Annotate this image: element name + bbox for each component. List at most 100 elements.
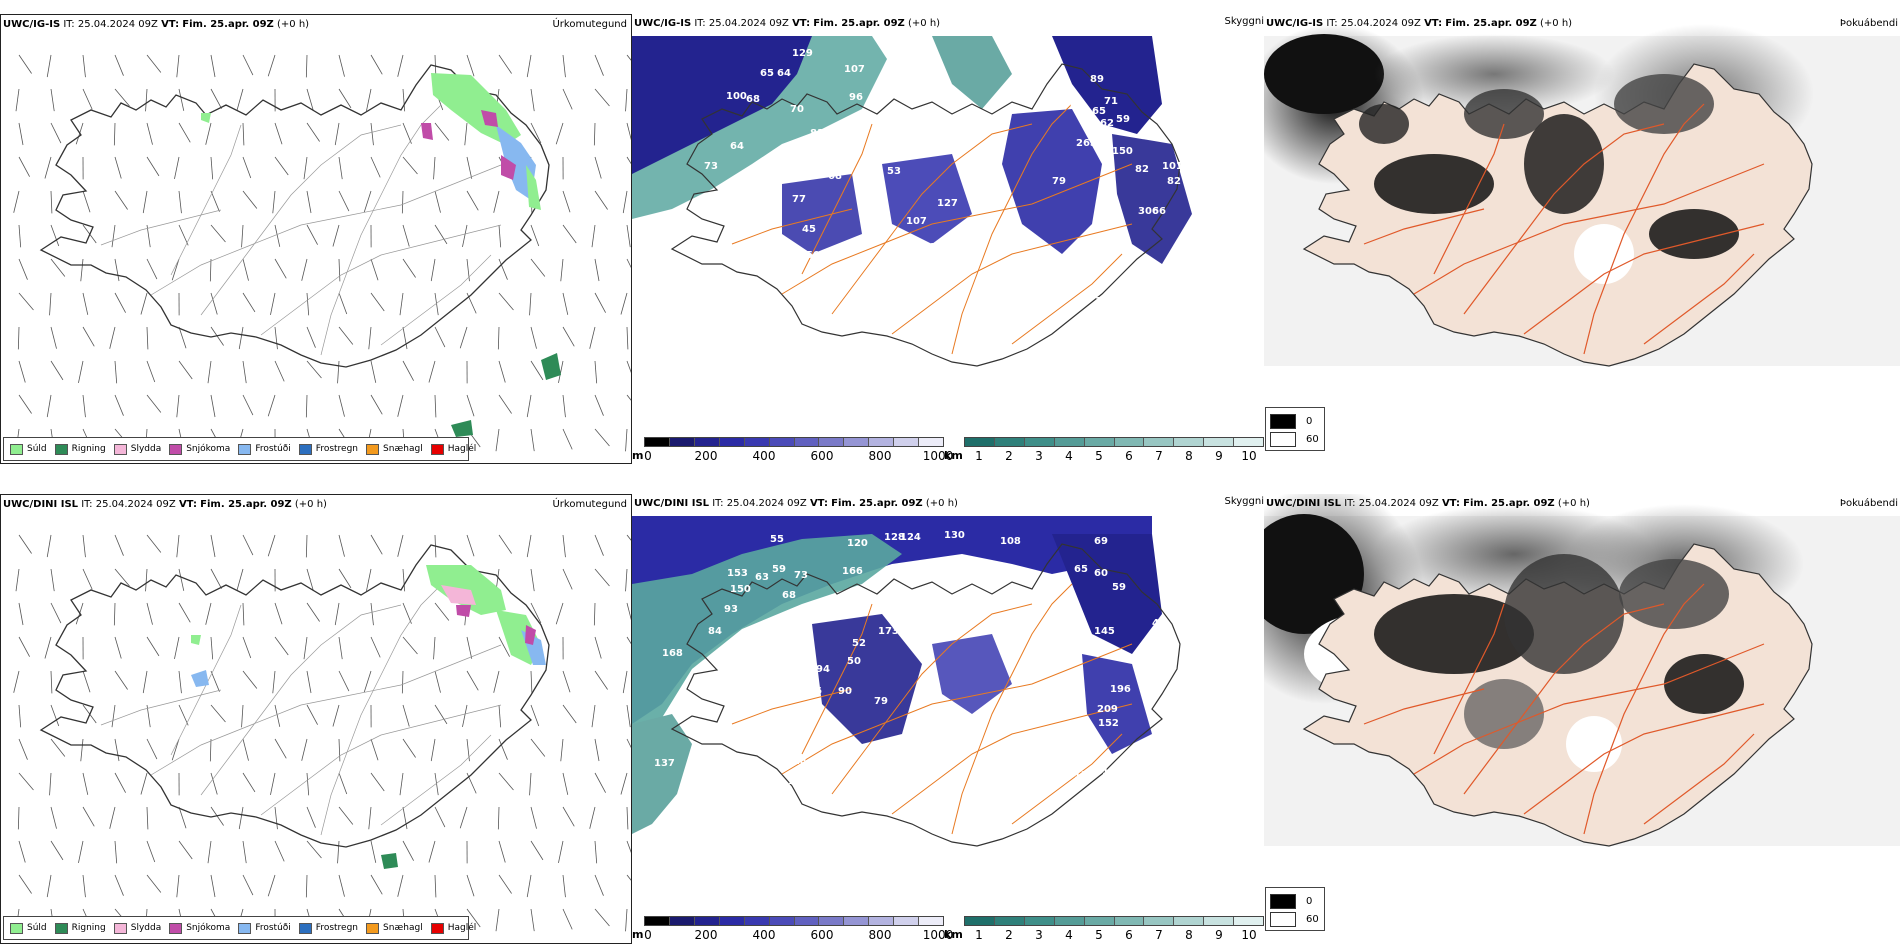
wind-barb [171, 738, 180, 761]
wind-barb [495, 428, 500, 452]
road [951, 103, 1073, 355]
wind-barb [178, 190, 182, 214]
wind-barb [80, 258, 84, 282]
wind-barb [626, 122, 631, 145]
colorbar-tick: 4 [1065, 449, 1073, 463]
wind-barb [306, 602, 320, 622]
wind-barb [370, 360, 377, 383]
visibility-unit: km [944, 449, 963, 462]
ceiling-label: 70 [790, 104, 804, 115]
wind-barb [337, 840, 340, 864]
wind-barb [562, 806, 575, 827]
colorbar-cell [719, 438, 745, 446]
wind-barb [370, 772, 385, 792]
colorbar-cell [694, 438, 720, 446]
wind-barb [306, 292, 310, 316]
wind-barb [306, 670, 312, 694]
wind-barb [493, 190, 500, 213]
wind-barb [626, 156, 631, 177]
wind-barb [242, 602, 245, 626]
ceiling-label: 127 [937, 198, 958, 209]
visibility-field-name-top: Skyggni [1224, 16, 1264, 27]
wind-barb [625, 568, 628, 592]
wind-barb [242, 360, 247, 384]
wind-barb [338, 190, 350, 212]
wind-barb [466, 156, 473, 179]
ceiling-label: 42 [1152, 618, 1166, 629]
legend-swatch [54, 922, 68, 934]
wind-barb [594, 772, 606, 793]
legend-swatch [238, 922, 252, 934]
wind-barb [338, 670, 350, 692]
wind-barb [146, 54, 162, 73]
legend-item: Rigning [54, 443, 106, 455]
wind-barb [50, 88, 55, 112]
ceiling-label: 94 [816, 664, 830, 675]
ceiling-label: 270 [1148, 676, 1169, 687]
wind-barb [82, 534, 86, 558]
wind-barb [530, 326, 537, 349]
wind-barb [146, 806, 149, 830]
wind-barb [434, 772, 439, 796]
wind-barb [50, 840, 64, 861]
wind-barb [399, 772, 404, 796]
wind-barb [622, 670, 628, 694]
ceiling-label: 81 [810, 128, 824, 139]
wind-barb [80, 738, 84, 762]
legend-item: Haglél [430, 922, 476, 934]
precip-areas-top [201, 73, 561, 437]
wind-barb [146, 122, 153, 145]
wind-barb [530, 738, 546, 757]
colorbar-cell [965, 917, 995, 925]
colorbar-tick: 5 [1095, 449, 1103, 463]
wind-barb [205, 602, 212, 625]
legend-swatch [113, 443, 127, 455]
colorbar-cell [994, 917, 1025, 925]
wind-barb [236, 568, 244, 591]
wind-barb [109, 806, 116, 829]
wind-barb [305, 534, 308, 558]
wind-barb [402, 224, 410, 247]
road [731, 688, 853, 725]
wind-barb [50, 224, 60, 247]
road [1011, 733, 1123, 825]
wind-barb [242, 636, 252, 659]
wind-barb [242, 772, 256, 793]
wind-barb [498, 394, 512, 414]
wind-barb [44, 636, 52, 659]
wind-barb [242, 190, 258, 209]
wind-barb [626, 840, 631, 863]
precip-field-name-top: Úrkomutegund [552, 19, 627, 30]
colorbar-cell [719, 917, 745, 925]
precip-panel-bottom: UWC/DINI ISL IT: 25.04.2024 09Z VT: Fim.… [0, 494, 632, 944]
wind-barb [82, 636, 84, 660]
ceiling-label: 185 [922, 242, 943, 253]
wind-barb [207, 360, 212, 384]
wind-barb [18, 704, 22, 728]
wind-barb [498, 840, 506, 863]
colorbar-tick: 600 [810, 928, 834, 942]
wind-barb [210, 670, 220, 692]
ceiling-unit: m [632, 928, 644, 941]
wind-barb [50, 360, 64, 381]
ceiling-label: 66 [888, 586, 902, 597]
colorbar-cell [1024, 917, 1055, 925]
ceiling-label: 196 [1110, 684, 1131, 695]
colorbar-cell [965, 438, 995, 446]
wind-barb [210, 568, 222, 589]
wind-barb [18, 122, 24, 146]
ceiling-label: 68 [782, 590, 796, 601]
wind-barb [18, 360, 26, 383]
wind-barb [370, 122, 374, 146]
wind-barb [242, 874, 254, 896]
wind-barb [562, 54, 566, 78]
colorbar-cell [1144, 917, 1175, 925]
ceiling-label: 63 [755, 572, 769, 583]
wind-barb [171, 258, 180, 281]
wind-barb [589, 326, 596, 349]
iceland-land-fog-top [1302, 63, 1813, 367]
wind-barb [114, 738, 120, 762]
wind-barb [301, 258, 308, 281]
colorbar-tick: 0 [644, 928, 652, 942]
